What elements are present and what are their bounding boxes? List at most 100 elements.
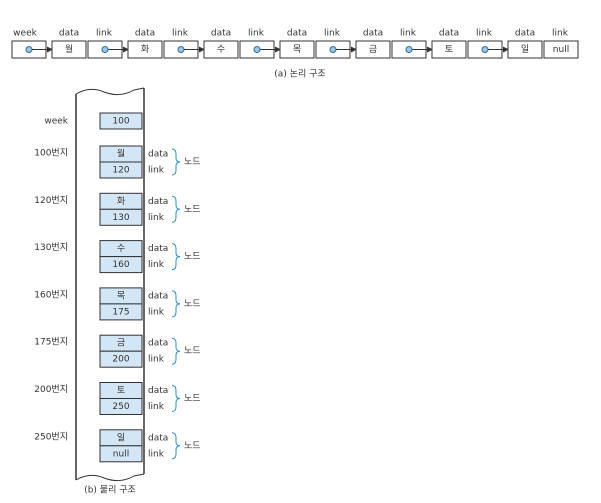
node-data: 금 xyxy=(369,44,377,55)
address: 130번지 xyxy=(34,242,68,253)
group-label: 노드 xyxy=(184,346,201,357)
brace xyxy=(171,243,181,271)
box xyxy=(99,350,143,368)
cell: 250 xyxy=(112,402,129,412)
group-label: 노드 xyxy=(184,251,201,262)
address: 100번지 xyxy=(34,148,68,159)
label: link xyxy=(148,166,165,176)
node-data: 월 xyxy=(65,43,73,55)
node-data: 수 xyxy=(217,44,225,55)
label: data xyxy=(59,29,79,39)
box xyxy=(279,40,315,59)
brace xyxy=(171,290,181,318)
label: data xyxy=(148,339,168,349)
cell: 200 xyxy=(112,355,129,365)
node-data: 일 xyxy=(521,44,529,55)
label: week xyxy=(44,117,68,127)
label: data xyxy=(515,29,535,39)
label: link xyxy=(96,29,113,39)
label: data xyxy=(148,291,168,301)
column-bottom xyxy=(75,473,145,482)
pointer xyxy=(481,46,489,53)
box xyxy=(507,40,543,59)
address: 250번지 xyxy=(34,431,68,442)
cell: 화 xyxy=(117,196,125,207)
group-label: 노드 xyxy=(184,204,201,215)
cell: 목 xyxy=(117,290,125,301)
label: data xyxy=(148,433,168,443)
label: link xyxy=(148,402,165,412)
label: link xyxy=(324,29,341,39)
cell: 175 xyxy=(112,307,129,317)
box xyxy=(99,398,143,415)
pointer xyxy=(253,46,261,53)
label: link xyxy=(148,355,165,365)
box xyxy=(543,40,579,59)
cell: 일 xyxy=(117,432,125,443)
cell: 월 xyxy=(117,148,125,160)
address: 160번지 xyxy=(34,289,68,300)
cell: 130 xyxy=(112,213,129,223)
label: data xyxy=(135,29,155,39)
cell: 수 xyxy=(117,243,125,254)
box xyxy=(203,40,239,59)
label: data xyxy=(439,29,459,39)
cell: 100 xyxy=(112,117,129,127)
label: week xyxy=(13,29,37,39)
brace xyxy=(171,385,181,412)
caption: (a) 논리 구조 xyxy=(274,69,325,80)
box xyxy=(99,112,143,130)
label: data xyxy=(363,29,383,39)
group-label: 노드 xyxy=(184,157,201,168)
group-label: 노드 xyxy=(184,393,201,404)
label: link xyxy=(476,29,493,39)
caption: (b) 물리 구조 xyxy=(84,485,136,496)
box xyxy=(99,445,143,463)
node-data: 토 xyxy=(445,45,453,55)
group-label: 노드 xyxy=(184,440,201,451)
label: data xyxy=(148,244,168,254)
node-data: 목 xyxy=(293,44,301,55)
cell: 토 xyxy=(117,386,125,396)
group-label: 노드 xyxy=(184,298,201,309)
label: link xyxy=(148,213,165,223)
box xyxy=(99,208,143,226)
label: link xyxy=(148,449,165,459)
label: link xyxy=(172,29,189,39)
box xyxy=(99,256,143,274)
label: data xyxy=(148,150,168,160)
label: link xyxy=(552,29,569,39)
box xyxy=(99,303,143,321)
pointer xyxy=(329,46,337,53)
box xyxy=(127,40,163,59)
box xyxy=(355,40,391,59)
label: link xyxy=(248,29,265,39)
label: data xyxy=(211,29,231,39)
pointer xyxy=(101,46,109,53)
address: 120번지 xyxy=(34,195,68,206)
label: link xyxy=(400,29,417,39)
node-link: null xyxy=(553,45,569,55)
address: 175번지 xyxy=(34,337,68,348)
cell: 금 xyxy=(117,338,125,349)
pointer xyxy=(405,46,413,53)
box xyxy=(431,40,467,59)
brace xyxy=(171,148,181,176)
label: data xyxy=(148,386,168,396)
cell: null xyxy=(113,449,129,459)
brace xyxy=(171,432,181,460)
label: link xyxy=(148,307,165,317)
cell: 120 xyxy=(112,166,129,176)
pointer xyxy=(25,46,33,53)
brace xyxy=(171,195,181,223)
pointer xyxy=(177,46,185,53)
label: data xyxy=(287,29,307,39)
box xyxy=(51,40,87,59)
brace xyxy=(171,337,181,365)
cell: 160 xyxy=(112,260,129,270)
label: link xyxy=(148,260,165,270)
label: data xyxy=(148,197,168,207)
box xyxy=(99,161,143,179)
